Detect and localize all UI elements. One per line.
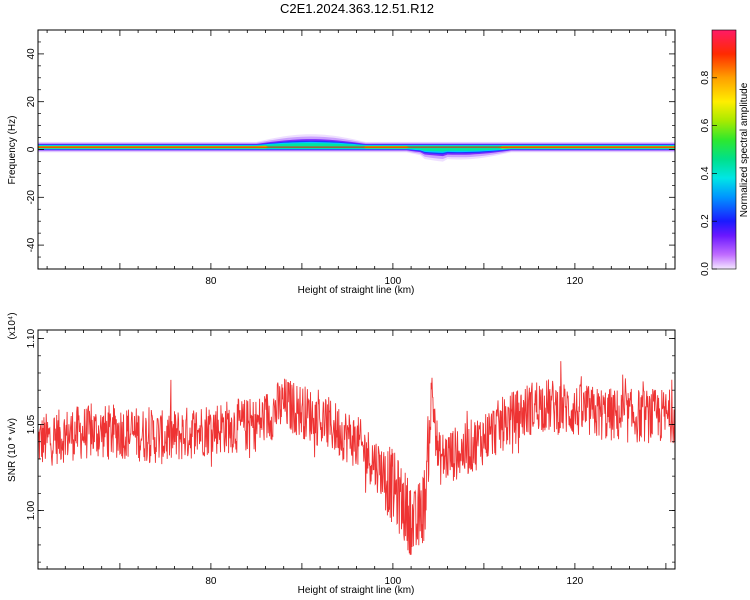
spectrogram-x-tick-label: 80 [205,276,217,287]
spectrogram-y-tick-label: -40 [26,237,37,252]
colorbar-tick-label: 0.8 [700,70,711,84]
snr-x-tick-label: 120 [567,576,584,587]
snr-y-tick-label: 1.05 [26,414,37,434]
snr-x-axis-label: Height of straight line (km) [298,585,415,596]
snr-series-line [38,361,675,555]
spectrogram-axis-ticks: 80 100 120 -40 -20 0 20 40 [26,29,675,287]
figure-title: C2E1.2024.363.12.51.R12 [280,1,434,16]
spectrogram-panel: 80 100 120 -40 -20 0 20 40 Height of straight l… [7,29,750,296]
spectrogram-y-tick-label: -20 [26,190,37,205]
spectrogram-y-tick-label: 20 [26,96,37,108]
spectrogram-y-axis-label: Frequency (Hz) [7,116,18,185]
snr-y-tick-label: 1.10 [26,328,37,348]
snr-x-tick-label: 100 [385,576,402,587]
snr-y-tick-label: 1.00 [26,500,37,520]
colorbar-tick-label: 0.0 [700,262,711,276]
colorbar-tick-label: 0.4 [700,166,711,180]
snr-panel: 80 100 120 1.00 1.05 1.10 Height of straight … [7,312,676,596]
snr-axis-ticks: 80 100 120 1.00 1.05 1.10 [26,328,675,587]
colorbar-tick-label: 0.6 [700,118,711,132]
spectrogram-y-tick-label: 0 [26,146,37,152]
snr-y-axis-label: SNR (10 * v/v) [7,418,18,482]
colorbar-ticks: 0.0 0.2 0.4 0.6 0.8 [700,70,717,276]
spectrogram-x-tick-label: 100 [385,276,402,287]
colorbar-gradient [711,29,737,270]
colorbar-label: Normalized spectral amplitude [739,82,750,217]
colorbar-tick-label: 0.2 [700,214,711,228]
spectrogram-x-axis-label: Height of straight line (km) [298,285,415,296]
colorbar: 0.0 0.2 0.4 0.6 0.8 Normalized spectral ampl… [700,29,750,276]
spectrogram-band [38,134,675,162]
spectrogram-x-tick-label: 120 [567,276,584,287]
spectrogram-y-tick-label: 40 [26,48,37,60]
snr-x-tick-label: 80 [205,576,217,587]
snr-y-multiplier: (x10⁴) [7,312,18,339]
